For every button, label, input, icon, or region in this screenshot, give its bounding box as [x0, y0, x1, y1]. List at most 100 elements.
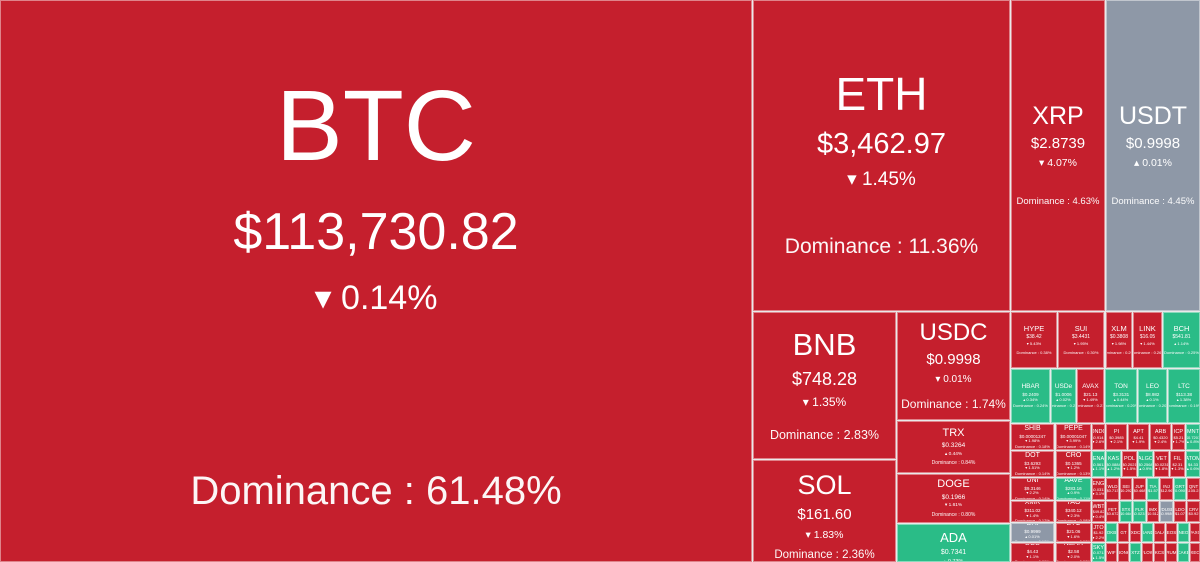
tile-wif[interactable]: WIF — [1106, 543, 1117, 562]
tile-xdc[interactable]: XDC — [1130, 523, 1141, 542]
coin-price: $0.9141 — [1093, 434, 1105, 440]
tile-pol[interactable]: POL $0.2021 ▾ 1.5% — [1122, 451, 1137, 477]
dominance-label: Dominance : 0.09% — [1015, 559, 1050, 562]
tile-flow[interactable]: FLOW — [1142, 543, 1153, 562]
tile-sol[interactable]: SOL $161.60 ▾ 1.83% Dominance : 2.36% — [753, 460, 896, 562]
tile-usdt[interactable]: USDT $0.9998 ▴ 0.01% Dominance : 4.45% — [1106, 0, 1200, 311]
tile-inj[interactable]: INJ $12.96 — [1160, 478, 1173, 500]
tile-avax[interactable]: AVAX$21.13▾ 1.49%Dominance : 0.21% — [1077, 369, 1104, 423]
change-percent: ▴ 0.01% — [1134, 157, 1172, 170]
tile-eth[interactable]: ETH $3,462.97 ▾ 1.45% Dominance : 11.36% — [753, 0, 1010, 311]
coin-price: $16.05 — [1139, 334, 1156, 341]
tile-xrp[interactable]: XRP $2.8739 ▾ 4.07% Dominance : 4.63% — [1011, 0, 1105, 311]
tile-apt[interactable]: APT $4.41 ▾ 1.9% — [1128, 424, 1149, 450]
tile-bch[interactable]: BCH $541.81 ▴ 1.14% Dominance : 0.25% — [1163, 312, 1200, 368]
tile-ton[interactable]: TON $3.3131 ▴ 0.44% Dominance : 0.20% — [1105, 369, 1137, 423]
tile-dot[interactable]: DOT $3.6293 ▾ 1.51% Dominance : 0.14% — [1011, 451, 1054, 477]
tile-hype[interactable]: HYPE $38.42 ▾ 5.43% Dominance : 0.38% — [1011, 312, 1057, 368]
tile-fet[interactable]: FET $0.672 — [1106, 501, 1119, 522]
tile-pepe[interactable]: PEPE $0.00001047 ▾ 3.99% Dominance : 0.14% — [1056, 424, 1091, 450]
tile-jto[interactable]: JTO $1.92 ▾ 2.2% — [1092, 523, 1105, 542]
ticker-symbol: NEAR — [1063, 543, 1084, 548]
tile-link[interactable]: LINK$16.05▾ 1.44% Dominance : 0.26% — [1133, 312, 1162, 368]
tile-ada[interactable]: ADA$0.7341▴ 0.73%Dominance : 0.67% — [897, 524, 1010, 562]
tile-uni[interactable]: UNI $9.3146 ▾ 2.2% Dominance : 0.14% — [1011, 478, 1054, 500]
tile-kas[interactable]: KAS $0.0884 ▴ 1.2% — [1106, 451, 1121, 477]
tile-leo[interactable]: LEO$8.982▴ 0.1%Dominance : 0.20% — [1138, 369, 1167, 423]
tile-vet[interactable]: VET $0.0231 ▾ 1.8% — [1154, 451, 1169, 477]
tile-etc[interactable]: ETC $21.06 ▾ 1.6% Dominance : 0.08% — [1056, 523, 1091, 542]
tile-eos[interactable]: EOS — [1166, 523, 1177, 542]
tile-btc[interactable]: BTC $113,730.82 ▾ 0.14% Dominance : 61.48% — [0, 0, 752, 562]
tile-sky[interactable]: SKY$0.0712▴ 1.5% — [1092, 543, 1105, 562]
change-percent: ▾ 1.3% — [1171, 466, 1184, 472]
tile-xtz[interactable]: XTZ — [1130, 543, 1141, 562]
tile-ltc[interactable]: LTC $113.38 ▴ 1.38% Dominance : 0.19% — [1168, 369, 1200, 423]
coin-price: $3.3131 — [1112, 391, 1130, 397]
tile-sand[interactable]: SAND — [1142, 523, 1153, 542]
tile-bnb[interactable]: BNB $748.28 ▾ 1.35% Dominance : 2.83% — [753, 312, 896, 459]
ticker-symbol: CAKE — [1178, 549, 1188, 555]
tile-neo[interactable]: NEO — [1178, 523, 1189, 542]
tile-doge[interactable]: DOGE $0.1966 ▾ 1.61% Dominance : 0.80% — [897, 474, 1010, 523]
tile-cro[interactable]: CRO $0.1365 ▾ 1.2% Dominance : 0.13% — [1056, 451, 1091, 477]
tile-bgb[interactable]: BGB $4.43 ▾ 1.1% Dominance : 0.09% — [1011, 543, 1054, 562]
dominance-label: Dominance : 0.08% — [1056, 539, 1091, 542]
tile-dai[interactable]: DAI $0.9999 ▴ 0.01% Dominance : 0.10% — [1011, 523, 1054, 542]
tile-trx[interactable]: TRX $0.3264 ▴ 0.44% Dominance : 0.84% — [897, 421, 1010, 473]
tile-crv[interactable]: CRV $0.92 — [1187, 501, 1200, 522]
tile-tao[interactable]: TAO $340.12 ▾ 2.3% Dominance : 0.08% — [1056, 501, 1091, 522]
tile-tia[interactable]: TIA $1.57 — [1147, 478, 1159, 500]
tile-fdusd[interactable]: FDUSD$0.9989 — [1160, 501, 1173, 522]
tile-sui[interactable]: SUI $3.4431 ▾ 1.95% Dominance : 0.30% — [1058, 312, 1104, 368]
tile-mnt[interactable]: MNT $0.7201 ▴ 0.8% — [1186, 424, 1200, 450]
tile-arb[interactable]: ARB $0.4320 ▾ 2.4% — [1150, 424, 1171, 450]
tile-jup[interactable]: JUP $0.468 — [1133, 478, 1146, 500]
tile-xec[interactable]: XEC — [1190, 543, 1200, 562]
change-percent: ▾ 1.2% — [1067, 465, 1080, 471]
ticker-symbol: FLOW — [1143, 549, 1152, 555]
coin-price: $113,730.82 — [233, 203, 519, 262]
tile-cake[interactable]: CAKE — [1178, 543, 1189, 562]
tile-near[interactable]: NEAR $2.58 ▾ 2.0% Dominance : 0.08% — [1056, 543, 1091, 562]
tile-atom[interactable]: ATOM $4.33 ▴ 0.6% — [1186, 451, 1200, 477]
tile-ena[interactable]: ENA$0.5612▴ 1.1% — [1092, 451, 1105, 477]
ticker-symbol: GRT — [1175, 484, 1185, 490]
tile-wbt[interactable]: WBT $49.82 ▾ 0.4% — [1092, 501, 1105, 522]
tile-stx[interactable]: STX $0.664 — [1120, 501, 1132, 522]
ticker-symbol: SOL — [797, 470, 852, 500]
tile-okb[interactable]: OKB — [1106, 523, 1117, 542]
tile-fil[interactable]: FIL $2.31 ▾ 1.3% — [1170, 451, 1185, 477]
tile-pi[interactable]: PI $0.3985 ▾ 2.1% — [1106, 424, 1127, 450]
tile-qnt[interactable]: QNT$105.21 — [1187, 478, 1200, 500]
tile-pengu[interactable]: PENGU$0.0312▾ 3.1% — [1092, 478, 1105, 500]
tile-xmr[interactable]: XMR $311.02 ▾ 1.4% Dominance : 0.12% — [1011, 501, 1054, 522]
ticker-symbol: SKY — [1092, 544, 1104, 551]
tile-sei[interactable]: SEI $0.292 — [1120, 478, 1132, 500]
coin-price: $3.6293 — [1024, 460, 1041, 466]
tile-grt[interactable]: GRT$0.0901 — [1174, 478, 1186, 500]
coin-price: $4.41 — [1133, 434, 1144, 440]
tile-usdc[interactable]: USDC $0.9998 ▾ 0.01% Dominance : 1.74% — [897, 312, 1010, 420]
tile-aave[interactable]: AAVE $283.16 ▴ 0.9% Dominance : 0.11% — [1056, 478, 1091, 500]
tile-xlm[interactable]: XLM$0.3808▾ 1.98% Dominance : 0.29% — [1106, 312, 1132, 368]
coin-price: $0.3264 — [941, 442, 966, 450]
tile-paxg[interactable]: PAXG — [1190, 523, 1200, 542]
tile-usde[interactable]: USDe$1.0006▴ 0.02%Dominance : 0.23% — [1051, 369, 1076, 423]
tile-gt[interactable]: GT — [1118, 523, 1129, 542]
ticker-symbol: CRV — [1188, 506, 1199, 512]
tile-icp[interactable]: ICP $5.21 ▾ 1.7% — [1172, 424, 1185, 450]
tile-algo[interactable]: ALGO $0.2568 ▴ 0.9% — [1138, 451, 1153, 477]
tile-hbar[interactable]: HBAR $0.2409 ▴ 0.34% Dominance : 0.24% — [1011, 369, 1050, 423]
tile-gala[interactable]: GALA — [1154, 523, 1165, 542]
tile-shib[interactable]: SHIB $0.00001247 ▾ 1.98% Dominance : 0.18% — [1011, 424, 1054, 450]
tile-bonk[interactable]: BONK — [1118, 543, 1129, 562]
tile-flr[interactable]: FLR$0.0231 — [1133, 501, 1146, 522]
tile-ondo[interactable]: ONDO$0.9141▾ 2.6% — [1092, 424, 1105, 450]
tile-trump[interactable]: TRUMP — [1166, 543, 1177, 562]
tile-wld[interactable]: WLD $0.713 — [1106, 478, 1119, 500]
tile-ldo[interactable]: LDO $1.07 — [1174, 501, 1186, 522]
tile-imx[interactable]: IMX $0.512 — [1147, 501, 1159, 522]
tile-kcs[interactable]: KCS — [1154, 543, 1165, 562]
